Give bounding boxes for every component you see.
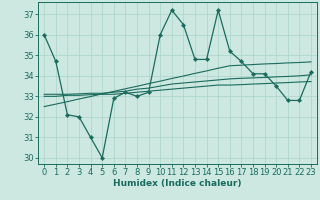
X-axis label: Humidex (Indice chaleur): Humidex (Indice chaleur) (113, 179, 242, 188)
